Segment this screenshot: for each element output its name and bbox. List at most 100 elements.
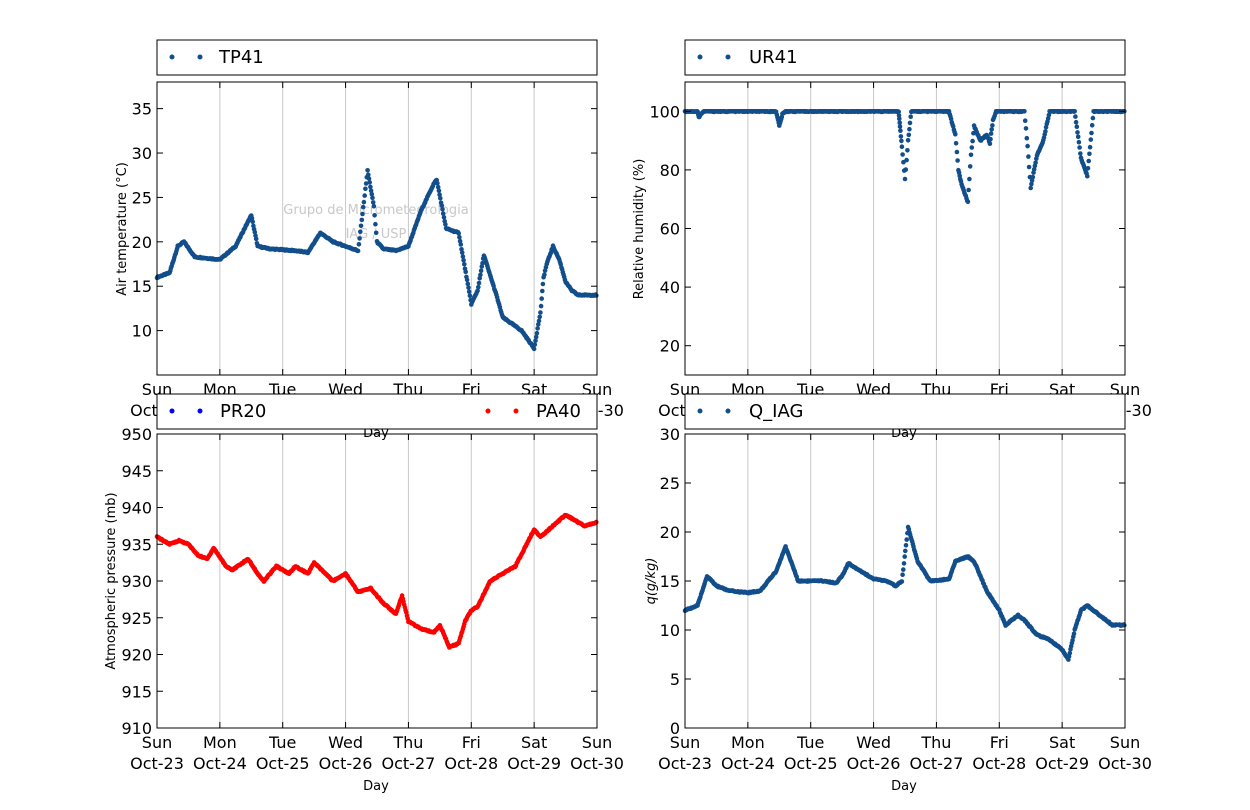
data-point [1031,167,1037,172]
data-point [1074,124,1080,129]
legend-entry-tp41: TP41 [169,47,264,68]
data-point [466,289,472,295]
data-point [966,187,971,193]
data-point [362,193,368,198]
data-point [538,310,543,315]
data-point [476,284,481,290]
y-tick-label: 20 [660,523,680,542]
data-point [1085,173,1090,179]
data-point [1070,638,1075,643]
data-point [536,318,542,324]
data-point [533,338,538,344]
x-tick-date: Oct-28 [444,754,498,773]
legend-box [684,393,1126,430]
data-point [1026,164,1032,170]
data-point [904,157,909,163]
legend-entry-pa40: PA40 [485,401,581,422]
data-point [1025,143,1030,149]
y-tick-label: 20 [660,337,680,356]
data-point [464,277,470,283]
panel-air-temperature: TP41 Grupo de Micrometeorologia IAG / US… [115,39,624,441]
data-point [896,109,901,114]
data-point [370,200,376,205]
data-point [1026,154,1031,159]
data-point [1072,109,1077,114]
data-point [363,186,368,192]
legend-marker [169,54,175,60]
data-point [537,314,542,320]
data-points [154,168,599,352]
data-point [438,196,443,201]
x-tick-weekday: Thu [920,733,951,752]
data-point [252,229,258,235]
data-point [1023,126,1029,131]
data-point [1077,145,1082,150]
x-tick-date: Oct-24 [721,754,775,773]
y-tick-label: 930 [121,572,152,591]
data-point [907,120,913,126]
x-ticks: Sun Oct-23 Mon Oct-24 Tue Oct-25 Wed Oct-26 Thu O… [658,434,1152,773]
y-tick-label: 100 [649,102,680,121]
panel-specific-humidity: 0 5 10 15 20 25 30 Sun Oct-23 Mon Oct-24 Tue Oct-25… [644,425,1152,794]
data-point [898,134,904,139]
x-tick-date: Oct-25 [256,754,310,773]
data-point [897,116,902,122]
x-tick-weekday: Sun [670,733,700,752]
data-point [441,215,447,220]
y-tick-label: 950 [121,425,152,444]
data-point [1089,123,1095,128]
y-tick-label: 945 [121,462,152,481]
data-point [903,167,909,172]
data-point [461,258,466,263]
legend-marker [725,408,731,414]
data-point [1067,650,1073,656]
y-tick-label: 10 [660,621,680,640]
data-point [1078,151,1083,156]
axes-frame [684,81,1126,376]
data-point [594,293,599,298]
data-point [460,254,466,259]
data-point [371,203,377,209]
data-point [463,269,469,275]
data-point [462,262,467,267]
x-tick-date: Oct-29 [1035,754,1089,773]
y-tick-label: 915 [121,682,152,701]
y-ticks: 0 5 10 15 20 25 30 [660,425,1125,738]
panel-atmospheric-pressure-legend: PR20 PA40 [156,393,598,430]
data-point [1090,115,1096,121]
legend-marker [725,54,731,60]
legend-marker [197,54,203,60]
data-point [1024,135,1030,141]
data-point [967,164,973,169]
data-point [456,231,462,236]
data-point [990,123,995,128]
data-point [903,543,909,548]
x-tick-weekday: Wed [856,733,891,752]
x-tick-weekday: Sun [1110,733,1140,752]
data-point [467,293,473,299]
legend-marker [169,408,175,414]
data-point [459,250,465,255]
data-point [373,230,379,236]
legend-label: TP41 [218,47,264,68]
data-point [532,342,538,347]
x-tick-date: Oct-27 [382,754,436,773]
data-point [363,181,369,186]
data-point [908,114,913,119]
data-point [1033,160,1038,166]
x-axis-label: Day [363,779,389,794]
data-point [988,131,994,136]
y-tick-label: 20 [132,233,152,252]
data-point [372,213,377,218]
data-point [1122,622,1127,628]
data-point [988,136,993,142]
data-point [1073,119,1079,125]
data-point [897,124,903,129]
data-point [1030,174,1036,180]
y-tick-label: 80 [660,161,680,180]
legend-entry-pr20: PR20 [169,401,266,422]
x-tick-date: Oct-23 [130,754,184,773]
x-tick-date: Oct-30 [1098,754,1152,773]
data-point [903,548,908,554]
